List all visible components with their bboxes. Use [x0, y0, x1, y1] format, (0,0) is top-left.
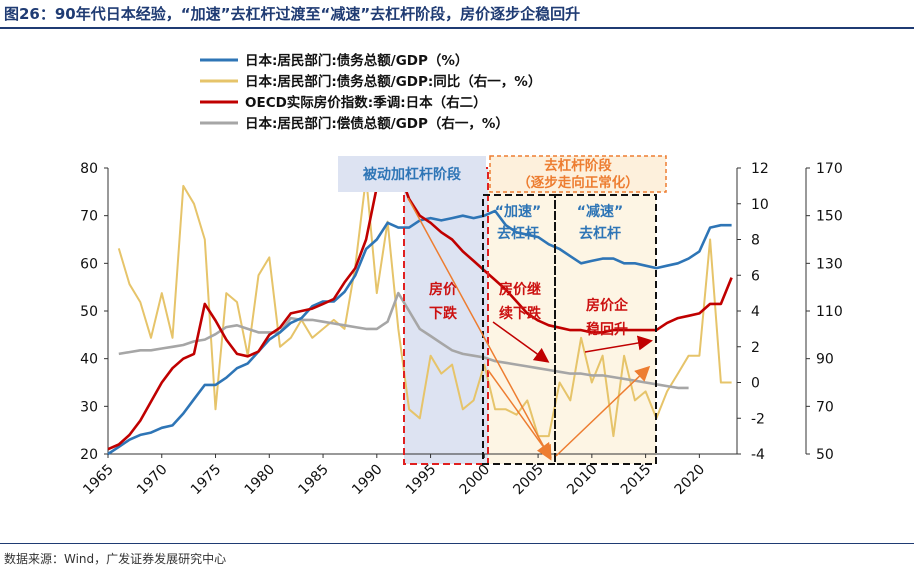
x-tick-label: 2005	[510, 462, 547, 499]
right1-tick-label: 4	[751, 304, 760, 320]
right2-tick-label: 50	[816, 447, 834, 463]
x-tick-label: 1995	[403, 462, 440, 499]
right1-tick-label: -4	[751, 447, 765, 463]
left-tick-label: 30	[80, 399, 98, 415]
debt-rise-arrow	[555, 365, 651, 457]
right1-tick-label: 6	[751, 268, 760, 284]
right1-tick-label: 10	[751, 197, 769, 213]
stable-arrow	[584, 335, 653, 353]
left-tick-label: 70	[80, 209, 98, 225]
x-tick-label: 1985	[295, 462, 332, 499]
left-tick-label: 80	[80, 161, 98, 177]
left-tick-label: 40	[80, 352, 98, 368]
x-tick-label: 1980	[242, 462, 279, 499]
x-tick-label: 2020	[672, 462, 709, 499]
figure-title: 图26：90年代日本经验，“加速”去杠杆过渡至“减速”去杠杆阶段，房价逐步企稳回…	[4, 5, 581, 23]
legend-label-debt-gdp-yoy: 日本:居民部门:债务总额/GDP:同比（右一，%）	[245, 73, 541, 90]
right1-tick-label: 2	[751, 340, 760, 356]
passive-stage-label: 被动加杠杆阶段	[363, 166, 461, 183]
price-fall-label-1: 房价	[429, 281, 458, 298]
series-debt-gdp-yoy-line	[117, 175, 732, 438]
decel-label-2: 去杠杆	[579, 225, 621, 242]
legend-label-house-price: OECD实际房价指数:季调:日本（右二）	[245, 94, 487, 111]
price-fall-label-2: 下跌	[429, 306, 458, 322]
x-tick-label: 2000	[457, 462, 494, 499]
price-fall-arrow	[492, 321, 550, 363]
x-tick-label: 1975	[188, 462, 225, 499]
cont-fall-label-2: 续下跌	[499, 305, 542, 322]
delever-stage-sublabel: （逐步走向正常化）	[517, 174, 639, 191]
series-repay-gdp-line	[118, 291, 689, 390]
left-tick-label: 60	[80, 256, 98, 272]
accel-label-1: “加速”	[495, 203, 541, 220]
stable-label-1: 房价企	[586, 297, 629, 314]
passive-stage-label-bg	[338, 156, 486, 192]
right2-tick-label: 110	[816, 304, 843, 320]
delever-stage-label-bg	[489, 155, 667, 193]
legend-label-repay-gdp: 日本:居民部门:偿债总额/GDP（右一，%）	[245, 115, 509, 132]
x-tick-label: 2015	[618, 462, 655, 499]
source-note: 数据来源：Wind，广发证券发展研究中心	[4, 552, 227, 566]
x-tick-label: 1970	[134, 462, 171, 499]
right2-tick-label: 130	[816, 256, 843, 272]
right1-tick-label: -2	[751, 411, 765, 427]
x-tick-label: 1965	[80, 462, 117, 499]
cont-fall-label-1: 房价继	[499, 281, 541, 298]
right2-tick-label: 70	[816, 399, 834, 415]
x-tick-label: 2010	[564, 462, 601, 499]
right1-tick-label: 0	[751, 376, 760, 392]
right2-tick-label: 90	[816, 352, 834, 368]
chart: 20 30 40 50 60 70 80 -4 -2 0 2 4 6 8 10 12 50 70 90 110 130 1…	[80, 52, 843, 499]
debt-fall-arrow-2	[407, 197, 552, 461]
passive-stage-box	[403, 167, 489, 465]
stable-label-2: 稳回升	[586, 321, 628, 338]
decel-delever-box	[554, 194, 657, 465]
debt-fall-arrow	[487, 369, 552, 459]
right1-tick-label: 8	[751, 233, 760, 249]
x-tick-label: 1990	[349, 462, 386, 499]
series-house-price-line	[107, 168, 733, 451]
accel-delever-box	[482, 194, 556, 465]
legend: 日本:居民部门:债务总额/GDP（%） 日本:居民部门:债务总额/GDP:同比（…	[200, 52, 541, 132]
left-tick-label: 50	[80, 304, 98, 320]
decel-label-1: “减速”	[577, 203, 623, 220]
right2-tick-label: 170	[816, 161, 843, 177]
right2-tick-label: 150	[816, 209, 843, 225]
delever-stage-label: 去杠杆阶段	[544, 157, 612, 174]
legend-label-debt-gdp: 日本:居民部门:债务总额/GDP（%）	[245, 52, 468, 69]
right1-tick-label: 12	[751, 161, 769, 177]
accel-label-2: 去杠杆	[497, 225, 539, 242]
title-bar: 图26：90年代日本经验，“加速”去杠杆过渡至“减速”去杠杆阶段，房价逐步企稳回…	[0, 0, 914, 29]
footer-divider	[0, 543, 914, 544]
left-tick-label: 20	[80, 447, 98, 463]
